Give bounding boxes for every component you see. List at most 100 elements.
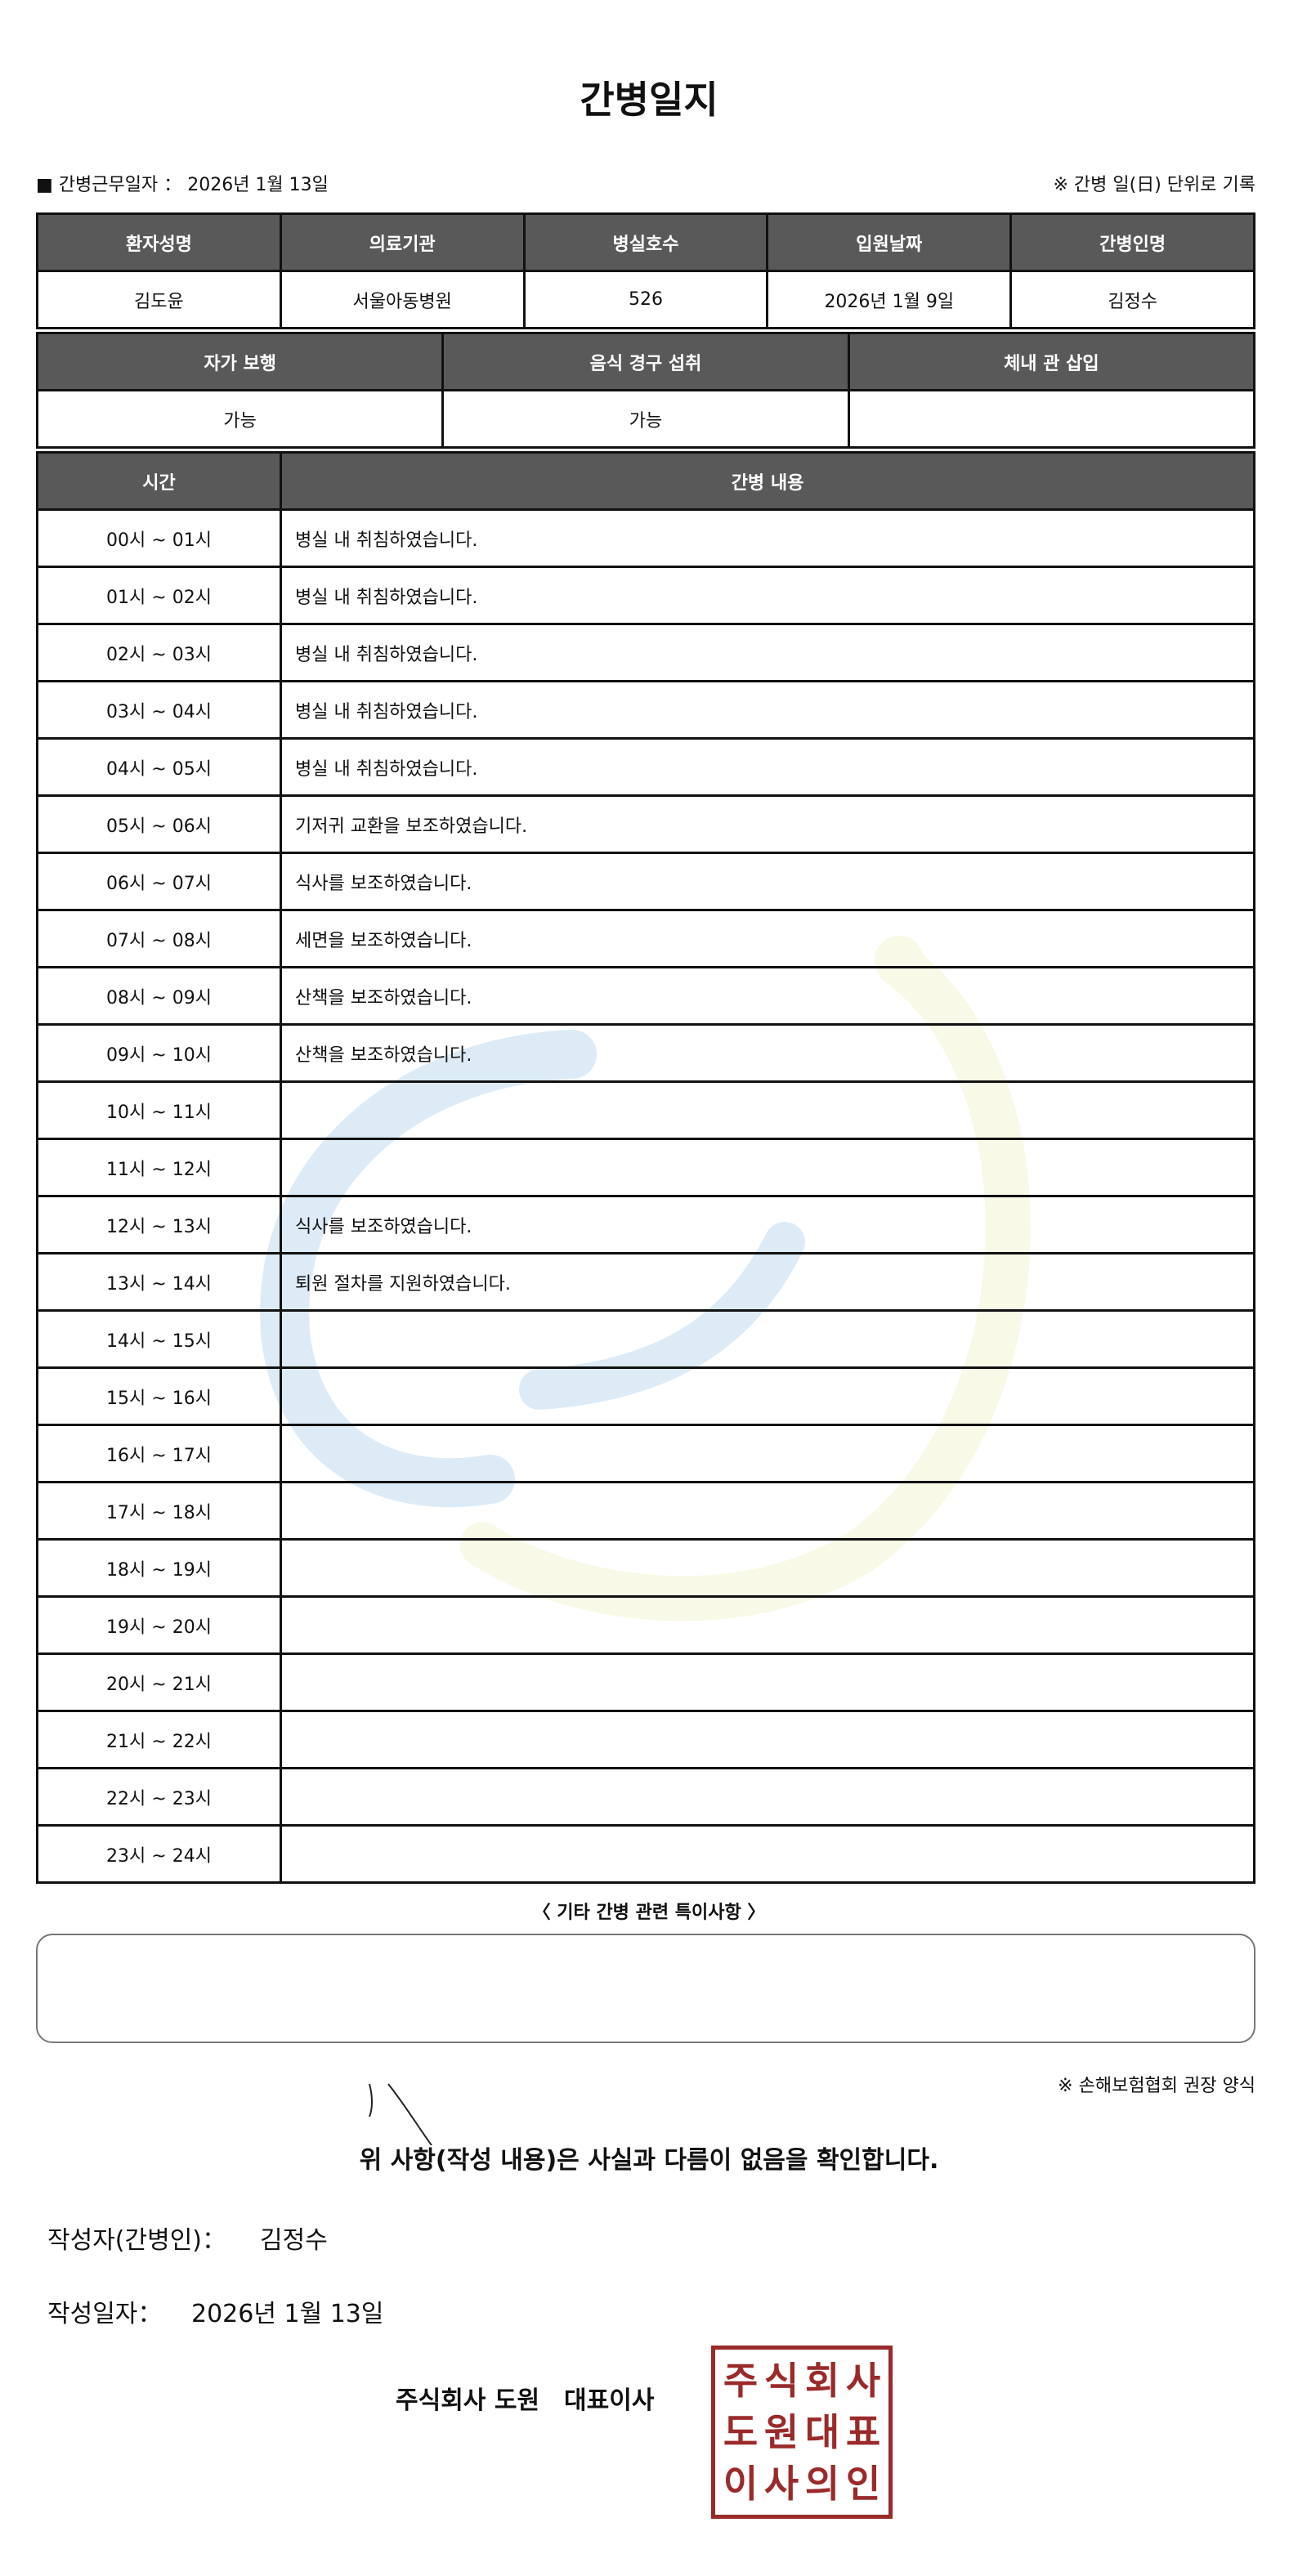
walking: 가능 — [35, 389, 445, 449]
stamp-glyph: 대 — [804, 2409, 840, 2454]
time-cell: 16시 ~ 17시 — [36, 1424, 282, 1483]
content-cell: 식사를 보조하였습니다. — [280, 852, 1255, 911]
written-date-label: 작성일자： — [47, 2300, 163, 2328]
tube — [847, 389, 1256, 449]
content-cell — [280, 1138, 1255, 1197]
stamp-glyph: 주 — [723, 2358, 759, 2403]
patient-name: 김도윤 — [36, 270, 282, 329]
time-cell: 01시 ~ 02시 — [36, 566, 282, 625]
time-cell: 09시 ~ 10시 — [36, 1023, 282, 1083]
page-title: 간병일지 — [580, 78, 718, 122]
header-hospital: 의료기관 — [279, 212, 526, 272]
time-cell: 22시 ~ 23시 — [36, 1767, 282, 1827]
time-cell: 03시 ~ 04시 — [36, 680, 282, 740]
written-date: 2026년 1월 13일 — [191, 2300, 384, 2328]
table-row: 19시 ~ 20시 — [36, 1595, 1255, 1655]
content-cell: 병실 내 취침하였습니다. — [280, 737, 1255, 797]
table-row: 14시 ~ 15시 — [36, 1309, 1255, 1369]
time-cell: 00시 ~ 01시 — [36, 508, 282, 568]
stamp-glyph: 표 — [845, 2409, 881, 2454]
header-oral-intake: 음식 경구 섭취 — [441, 332, 850, 391]
signature — [369, 2083, 432, 2145]
time-cell: 02시 ~ 03시 — [36, 623, 282, 682]
content-cell: 기저귀 교환을 보조하였습니다. — [280, 794, 1255, 854]
special-notes-box — [36, 1934, 1255, 2043]
table-row: 11시 ~ 12시 — [36, 1138, 1255, 1197]
time-cell: 19시 ~ 20시 — [36, 1595, 282, 1655]
header-tube: 체내 관 삽입 — [847, 332, 1256, 391]
hospital: 서울아동병원 — [279, 270, 526, 329]
status-table: 자가 보행 음식 경구 섭취 체내 관 삽입 가능 가능 — [35, 332, 1256, 449]
author-label: 작성자(간병인)： — [47, 2226, 227, 2255]
patient-table: 환자성명 의료기관 병실호수 입원날짜 간병인명 김도윤 서울아동병원 526 2026년 1… — [36, 212, 1255, 329]
table-row: 07시 ~ 08시 세면을 보조하였습니다. — [36, 909, 1255, 968]
content-cell — [280, 1767, 1255, 1827]
time-cell: 11시 ~ 12시 — [36, 1138, 282, 1197]
content-cell — [280, 1538, 1255, 1598]
table-row: 10시 ~ 11시 — [36, 1080, 1255, 1140]
oral-intake: 가능 — [441, 389, 850, 449]
record-note: ※ 간병 일(日) 단위로 기록 — [1053, 175, 1256, 195]
company-representative: 주식회사 도원 대표이사 — [396, 2386, 655, 2415]
time-cell: 08시 ~ 09시 — [36, 966, 282, 1026]
header-patient-name: 환자성명 — [36, 212, 282, 272]
header-caregiver: 간병인명 — [1009, 212, 1255, 272]
content-cell — [280, 1366, 1255, 1426]
content-cell — [280, 1481, 1255, 1541]
time-cell: 14시 ~ 15시 — [36, 1309, 282, 1369]
time-cell: 04시 ~ 05시 — [36, 737, 282, 797]
content-cell: 퇴원 절차를 지원하였습니다. — [280, 1252, 1255, 1312]
special-notes-label: 〈 기타 간병 관련 특이사항 〉 — [532, 1903, 766, 1923]
table-row: 09시 ~ 10시 산책을 보조하였습니다. — [36, 1023, 1255, 1083]
care-log-table: 시간 간병 내용 00시 ~ 01시 병실 내 취침하였습니다. 01시 ~ 02시 병… — [36, 451, 1255, 1884]
time-cell: 18시 ~ 19시 — [36, 1538, 282, 1598]
table-row: 18시 ~ 19시 — [36, 1538, 1255, 1598]
table-row: 21시 ~ 22시 — [36, 1710, 1255, 1769]
table-row: 04시 ~ 05시 병실 내 취침하였습니다. — [36, 737, 1255, 797]
table-row: 01시 ~ 02시 병실 내 취침하였습니다. — [36, 566, 1255, 625]
content-cell: 산책을 보조하였습니다. — [280, 1023, 1255, 1083]
content-cell: 식사를 보조하였습니다. — [280, 1195, 1255, 1254]
time-cell: 20시 ~ 21시 — [36, 1652, 282, 1712]
content-cell — [280, 1080, 1255, 1140]
table-row: 15시 ~ 16시 — [36, 1366, 1255, 1426]
content-cell: 병실 내 취침하였습니다. — [280, 566, 1255, 625]
table-row: 05시 ~ 06시 기저귀 교환을 보조하였습니다. — [36, 794, 1255, 854]
stamp-glyph: 원 — [763, 2409, 799, 2454]
stamp-glyph: 회 — [804, 2358, 840, 2403]
content-cell — [280, 1824, 1255, 1884]
stamp-glyph: 사 — [763, 2462, 799, 2507]
stamp-glyph: 의 — [804, 2462, 840, 2507]
time-cell: 05시 ~ 06시 — [36, 794, 282, 854]
form-note: ※ 손해보험협회 권장 양식 — [1058, 2076, 1255, 2096]
time-cell: 21시 ~ 22시 — [36, 1710, 282, 1769]
time-cell: 15시 ~ 16시 — [36, 1366, 282, 1426]
table-row: 06시 ~ 07시 식사를 보조하였습니다. — [36, 852, 1255, 911]
content-cell: 세면을 보조하였습니다. — [280, 909, 1255, 968]
admission-date: 2026년 1월 9일 — [766, 270, 1013, 329]
table-row: 20시 ~ 21시 — [36, 1652, 1255, 1712]
content-cell — [280, 1309, 1255, 1369]
content-cell: 병실 내 취침하였습니다. — [280, 508, 1255, 568]
table-row: 23시 ~ 24시 — [36, 1824, 1255, 1884]
content-cell — [280, 1710, 1255, 1769]
stamp-glyph: 인 — [845, 2462, 881, 2507]
table-row: 22시 ~ 23시 — [36, 1767, 1255, 1827]
time-cell: 17시 ~ 18시 — [36, 1481, 282, 1541]
table-row: 00시 ~ 01시 병실 내 취침하였습니다. — [36, 508, 1255, 568]
author-name: 김정수 — [260, 2226, 328, 2255]
content-cell: 병실 내 취침하였습니다. — [280, 623, 1255, 682]
header-walking: 자가 보행 — [35, 332, 445, 391]
stamp-glyph: 이 — [723, 2462, 759, 2507]
stamp-glyph: 식 — [763, 2358, 799, 2403]
time-cell: 23시 ~ 24시 — [36, 1824, 282, 1884]
table-row: 03시 ~ 04시 병실 내 취침하였습니다. — [36, 680, 1255, 740]
header-time: 시간 — [36, 451, 282, 511]
confirmation-text: 위 사항(작성 내용)은 사실과 다름이 없음을 확인합니다. — [359, 2146, 939, 2175]
content-cell: 산책을 보조하였습니다. — [280, 966, 1255, 1026]
header-admission-date: 입원날짜 — [766, 212, 1013, 272]
table-row: 13시 ~ 14시 퇴원 절차를 지원하였습니다. — [36, 1252, 1255, 1312]
time-cell: 13시 ~ 14시 — [36, 1252, 282, 1312]
table-row: 08시 ~ 09시 산책을 보조하였습니다. — [36, 966, 1255, 1026]
